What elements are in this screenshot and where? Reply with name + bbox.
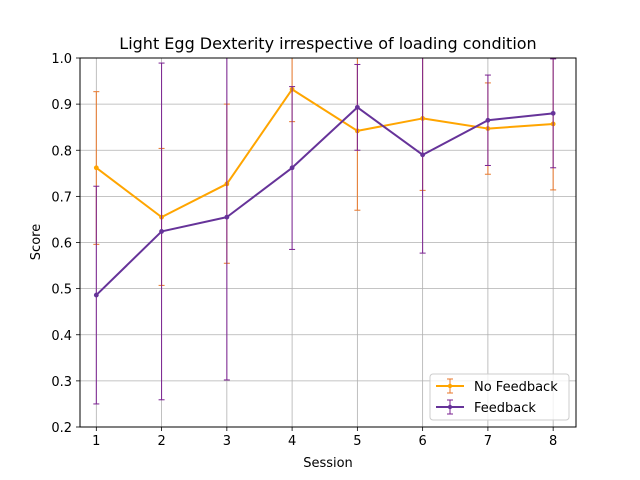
y-tick-label: 0.7 bbox=[51, 190, 72, 205]
x-tick-label: 7 bbox=[484, 434, 492, 449]
data-point-feedback bbox=[93, 292, 99, 298]
y-tick-label: 0.4 bbox=[51, 329, 72, 344]
x-tick-label: 1 bbox=[92, 434, 100, 449]
series-line-feedback bbox=[95, 106, 554, 296]
axis-ticks: 1 2 3 4 5 6 7 8 0.2 0.3 0.4 0.5 0.6 0.7 0.8 0.9 1.0 bbox=[51, 52, 557, 449]
series-line-no-feedback bbox=[95, 88, 554, 219]
x-tick-label: 8 bbox=[549, 434, 557, 449]
x-axis-title: Session bbox=[303, 456, 353, 471]
y-tick-label: 0.6 bbox=[51, 237, 72, 252]
y-tick-label: 0.3 bbox=[51, 375, 72, 390]
series-no-feedback bbox=[93, 57, 557, 286]
x-tick-label: 2 bbox=[157, 434, 165, 449]
legend-label-feedback: Feedback bbox=[474, 401, 536, 416]
y-tick-label: 0.9 bbox=[51, 98, 72, 113]
data-point-feedback bbox=[159, 229, 164, 234]
y-tick-label: 0.2 bbox=[51, 421, 72, 436]
x-tick-label: 4 bbox=[288, 434, 296, 449]
series-feedback bbox=[93, 57, 557, 405]
data-point-feedback bbox=[289, 165, 295, 171]
legend-marker-feedback bbox=[447, 404, 453, 410]
data-point-feedback bbox=[354, 104, 360, 110]
x-tick-label: 3 bbox=[223, 434, 231, 449]
data-point-feedback bbox=[550, 110, 556, 116]
legend: No Feedback Feedback bbox=[429, 373, 570, 421]
data-point-feedback bbox=[485, 117, 491, 123]
legend-box bbox=[429, 373, 570, 421]
legend-marker-no-feedback bbox=[447, 383, 453, 389]
chart-title: Light Egg Dexterity irrespective of load… bbox=[119, 34, 536, 53]
legend-entry-feedback: Feedback bbox=[436, 399, 536, 416]
y-axis-title: Score bbox=[29, 224, 44, 260]
data-point-feedback bbox=[224, 214, 230, 220]
x-tick-label: 5 bbox=[353, 434, 361, 449]
y-tick-label: 1.0 bbox=[51, 52, 72, 67]
legend-label-no-feedback: No Feedback bbox=[474, 380, 558, 395]
data-point-feedback bbox=[420, 152, 426, 158]
data-point-no-feedback bbox=[93, 165, 99, 171]
series-layer bbox=[93, 57, 557, 405]
y-tick-label: 0.5 bbox=[51, 283, 72, 298]
y-tick-label: 0.8 bbox=[51, 144, 72, 159]
legend-entry-no-feedback: No Feedback bbox=[436, 378, 558, 395]
x-tick-label: 6 bbox=[418, 434, 426, 449]
